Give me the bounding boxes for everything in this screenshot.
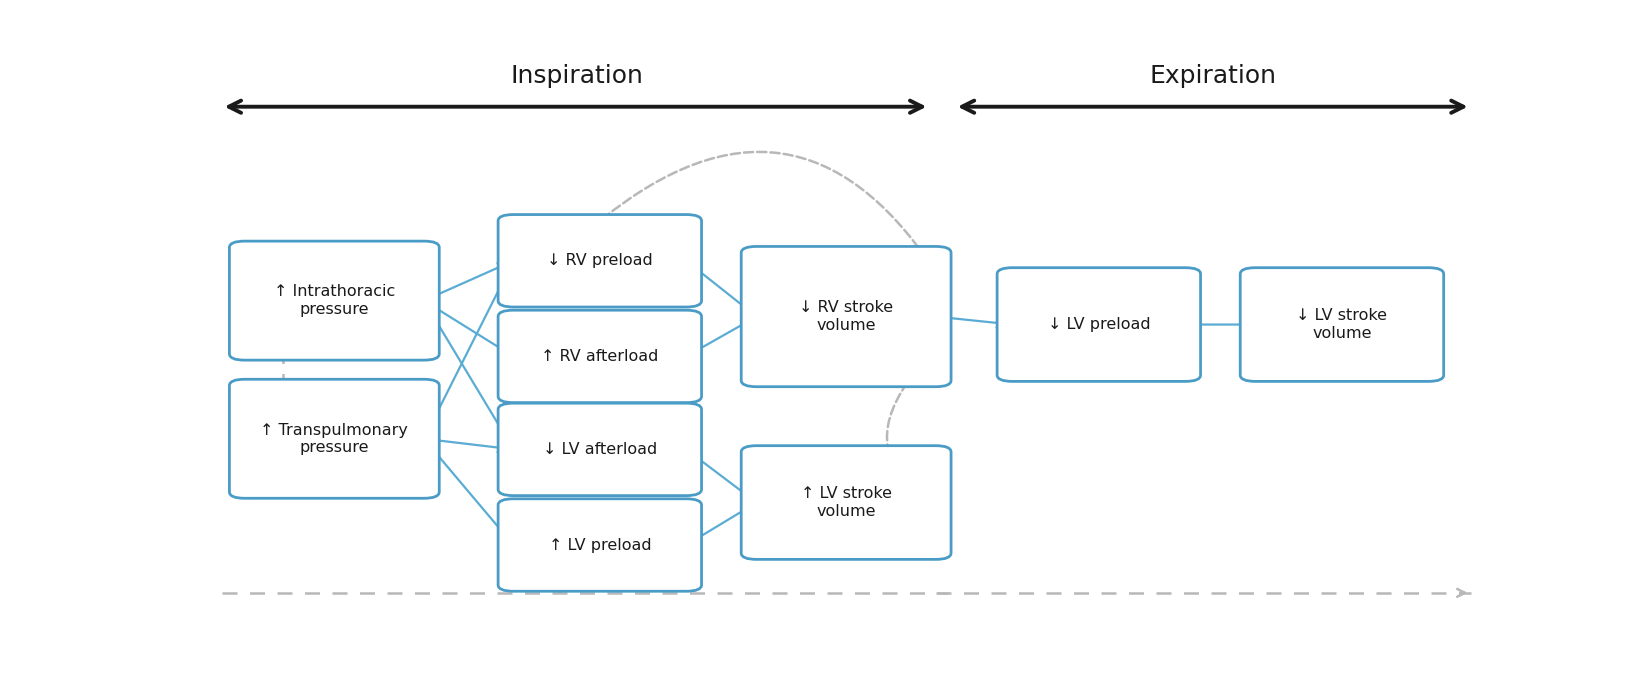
Text: ↓ LV preload: ↓ LV preload [1047, 317, 1151, 332]
Text: ↓ RV preload: ↓ RV preload [546, 253, 652, 268]
Text: ↓ LV stroke
volume: ↓ LV stroke volume [1296, 308, 1387, 341]
FancyArrowPatch shape [690, 320, 751, 355]
Text: ↑ LV preload: ↑ LV preload [548, 538, 650, 553]
FancyArrowPatch shape [690, 264, 751, 313]
FancyBboxPatch shape [499, 499, 702, 591]
Text: Inspiration: Inspiration [512, 64, 644, 88]
FancyBboxPatch shape [741, 246, 951, 386]
FancyArrowPatch shape [690, 506, 751, 543]
FancyArrowPatch shape [1189, 320, 1248, 329]
Text: ↑ RV afterload: ↑ RV afterload [542, 349, 659, 364]
Text: ↓ RV stroke
volume: ↓ RV stroke volume [799, 300, 893, 333]
Text: ↓ LV afterload: ↓ LV afterload [543, 442, 657, 457]
Text: ↑ LV stroke
volume: ↑ LV stroke volume [801, 486, 892, 519]
FancyArrowPatch shape [428, 440, 507, 452]
FancyBboxPatch shape [229, 380, 439, 498]
FancyBboxPatch shape [997, 268, 1200, 382]
FancyArrowPatch shape [426, 442, 509, 540]
FancyBboxPatch shape [499, 310, 702, 403]
FancyBboxPatch shape [1240, 268, 1443, 382]
FancyArrowPatch shape [426, 304, 510, 444]
Text: ↑ Transpulmonary
pressure: ↑ Transpulmonary pressure [261, 422, 408, 455]
Text: ↑ Intrathoracic
pressure: ↑ Intrathoracic pressure [274, 284, 395, 317]
FancyBboxPatch shape [229, 241, 439, 360]
FancyArrowPatch shape [428, 263, 507, 299]
FancyArrowPatch shape [690, 452, 751, 498]
FancyArrowPatch shape [428, 303, 509, 353]
FancyArrowPatch shape [939, 317, 1005, 327]
FancyBboxPatch shape [499, 215, 702, 307]
Text: Expiration: Expiration [1149, 64, 1276, 88]
FancyBboxPatch shape [741, 446, 951, 560]
FancyArrowPatch shape [426, 267, 510, 435]
FancyBboxPatch shape [499, 403, 702, 495]
